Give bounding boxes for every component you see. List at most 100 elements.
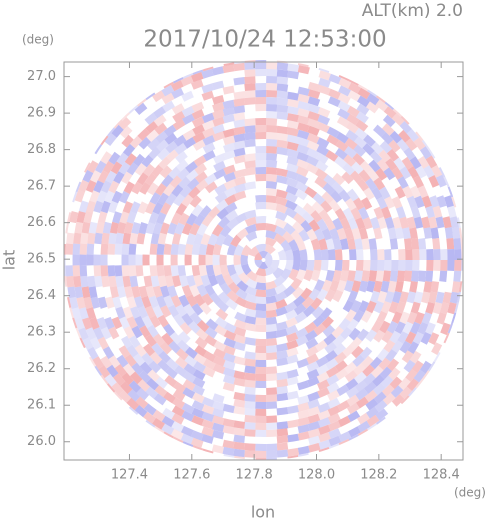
- radar-cell: [342, 299, 354, 313]
- radar-cell: [306, 147, 320, 159]
- radar-cell: [285, 309, 298, 321]
- radar-cell: [245, 286, 257, 297]
- radar-cell: [360, 197, 373, 210]
- radar-cell: [283, 222, 296, 235]
- radar-cell: [297, 108, 310, 118]
- radar-cell: [266, 366, 278, 374]
- radar-cell: [342, 162, 355, 176]
- radar-cell: [222, 439, 235, 449]
- radar-cell: [351, 227, 362, 240]
- radar-cell: [183, 303, 196, 317]
- radar-cell: [381, 123, 395, 136]
- radar-cell: [386, 320, 399, 334]
- radar-cell: [265, 309, 278, 318]
- radar-cell: [321, 228, 333, 241]
- radar-cell: [89, 190, 100, 203]
- radar-cell: [387, 280, 397, 293]
- radar-cell: [225, 209, 238, 222]
- radar-cell: [115, 275, 124, 288]
- radar-cell: [355, 388, 369, 401]
- radar-cell: [63, 221, 69, 234]
- radar-cell: [198, 243, 208, 256]
- radar-cell: [293, 295, 306, 308]
- radar-cell: [376, 158, 390, 172]
- radar-cell: [342, 344, 355, 358]
- radar-cell: [137, 306, 149, 319]
- radar-cell: [265, 280, 277, 290]
- radar-cell: [442, 291, 452, 304]
- radar-cell: [259, 261, 268, 270]
- radar-cell: [149, 351, 163, 365]
- radar-cell: [266, 146, 278, 154]
- radar-cell: [397, 176, 409, 189]
- radar-cell: [124, 354, 137, 367]
- radar-cell: [185, 169, 199, 182]
- radar-cell: [177, 243, 186, 255]
- radar-cell: [224, 194, 237, 206]
- radar-cell: [121, 265, 130, 277]
- radar-cell: [428, 216, 438, 229]
- radar-cell: [121, 171, 133, 185]
- radar-cell: [285, 324, 299, 336]
- radar-cell: [212, 254, 220, 266]
- radar-cell: [276, 62, 289, 71]
- radar-cell: [223, 337, 236, 349]
- radar-cell: [392, 216, 402, 229]
- radar-cell: [292, 221, 305, 234]
- radar-cell: [338, 317, 351, 331]
- radar-cell: [440, 322, 451, 336]
- radar-cell: [188, 321, 201, 334]
- radar-cell: [202, 127, 215, 139]
- radar-cell: [286, 163, 299, 173]
- radar-cell: [399, 291, 409, 304]
- radar-cell: [264, 252, 273, 260]
- radar-cell: [266, 323, 278, 332]
- radar-cell: [381, 206, 392, 219]
- radar-cell: [295, 181, 309, 193]
- radar-cell: [107, 243, 116, 255]
- radar-cell: [128, 335, 141, 349]
- radar-cell: [198, 254, 206, 266]
- radar-cell: [79, 265, 88, 277]
- radar-cell: [186, 275, 196, 287]
- radar-cell: [189, 195, 202, 208]
- radar-cell: [346, 188, 359, 202]
- radar-cell: [425, 270, 434, 282]
- radar-cell: [207, 233, 219, 246]
- radar-cell: [370, 216, 380, 230]
- radar-cell: [124, 153, 137, 166]
- radar-cell: [104, 190, 115, 204]
- radar-cell: [92, 356, 105, 370]
- radar-cell: [195, 336, 208, 349]
- radar-cell: [334, 156, 347, 169]
- radar-cell: [108, 355, 121, 369]
- radar-cell: [191, 79, 204, 90]
- radar-cell: [100, 200, 111, 214]
- radar-cell: [152, 305, 164, 319]
- radar-cell: [255, 450, 267, 459]
- radar-cell: [305, 163, 319, 175]
- radar-cell: [215, 199, 229, 212]
- radar-cell: [339, 270, 349, 282]
- radar-cell: [255, 267, 267, 277]
- radar-cell: [418, 238, 427, 250]
- radar-cell: [451, 227, 461, 239]
- radar-cell: [315, 152, 329, 164]
- radar-cell: [356, 396, 369, 409]
- radar-cell: [216, 207, 229, 220]
- radar-cell: [139, 325, 151, 338]
- radar-cell: [399, 386, 412, 399]
- radar-cell: [399, 166, 412, 180]
- radar-cell: [74, 286, 84, 299]
- radar-cell: [254, 252, 263, 260]
- radar-cell: [265, 265, 276, 276]
- radar-cell: [178, 331, 191, 344]
- radar-cell: [287, 106, 299, 115]
- radar-cell: [412, 260, 420, 271]
- radar-cell: [266, 118, 278, 126]
- radar-cell: [310, 238, 321, 251]
- radar-cell: [195, 179, 209, 192]
- radar-cell: [347, 217, 359, 230]
- radar-cell: [170, 254, 178, 266]
- radar-cell: [145, 285, 156, 298]
